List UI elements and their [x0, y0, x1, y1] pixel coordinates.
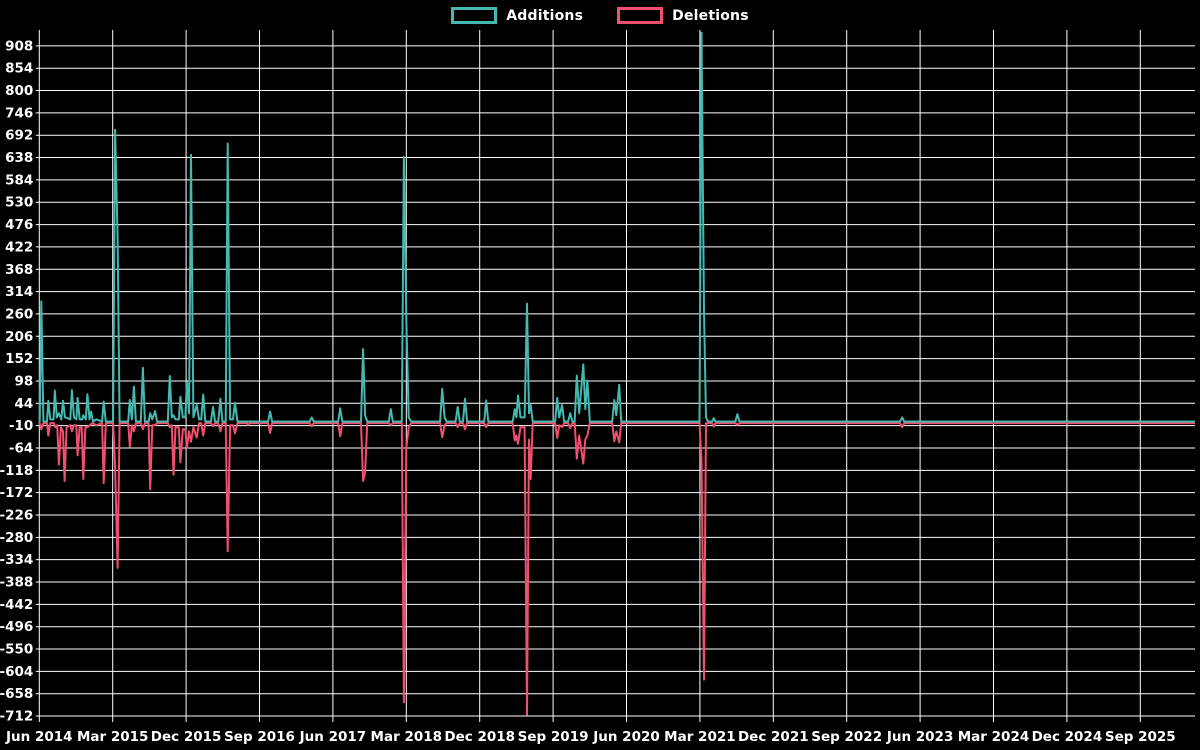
y-tick-label: -280	[0, 530, 33, 546]
x-tick-label: Jun 2017	[299, 729, 367, 745]
x-tick-label: Mar 2024	[958, 729, 1029, 745]
y-tick-label: -226	[0, 507, 33, 523]
y-tick-label: 530	[5, 195, 33, 211]
series-deletions-line	[38, 422, 1196, 716]
x-tick-label: Mar 2021	[664, 729, 735, 745]
legend-item-deletions: Deletions	[617, 7, 749, 24]
y-tick-label: -550	[0, 642, 33, 658]
y-tick-label: -658	[0, 686, 33, 702]
y-tick-label: -64	[9, 440, 33, 456]
x-tick-label: Sep 2025	[1105, 729, 1176, 745]
y-tick-label: 368	[5, 262, 33, 278]
legend-item-additions: Additions	[451, 7, 583, 24]
y-tick-label: 638	[5, 150, 33, 166]
x-tick-label: Jun 2014	[5, 729, 73, 745]
y-tick-label: 422	[5, 239, 33, 255]
y-tick-label: -442	[0, 597, 33, 613]
y-tick-label: -172	[0, 485, 33, 501]
y-tick-label: 44	[15, 396, 34, 412]
y-tick-label: -604	[0, 664, 33, 680]
x-tick-label: Sep 2022	[811, 729, 882, 745]
x-tick-label: Dec 2024	[1032, 729, 1103, 745]
y-tick-label: -712	[0, 709, 33, 725]
y-tick-label: -388	[0, 575, 33, 591]
y-tick-label: 260	[5, 306, 33, 322]
y-tick-label: 692	[5, 128, 33, 144]
y-tick-label: 746	[5, 105, 33, 121]
chart-legend: Additions Deletions	[0, 7, 1200, 24]
y-tick-label: 152	[5, 351, 33, 367]
x-tick-label: Dec 2015	[151, 729, 222, 745]
x-tick-label: Dec 2018	[444, 729, 515, 745]
x-tick-label: Jun 2020	[592, 729, 660, 745]
y-tick-label: -10	[9, 418, 33, 434]
x-tick-label: Mar 2018	[371, 729, 442, 745]
y-tick-label: 476	[5, 217, 33, 233]
y-tick-label: 800	[5, 83, 33, 99]
y-tick-label: 206	[5, 329, 33, 345]
y-tick-label: -334	[0, 552, 33, 568]
y-tick-label: -496	[0, 619, 33, 635]
y-tick-label: -118	[0, 463, 33, 479]
y-tick-label: 314	[5, 284, 33, 300]
legend-label-additions: Additions	[506, 7, 584, 24]
y-tick-label: 584	[5, 172, 33, 188]
x-tick-label: Mar 2015	[77, 729, 148, 745]
x-tick-label: Jun 2023	[886, 729, 954, 745]
series-additions-line	[38, 31, 1196, 423]
x-tick-label: Sep 2016	[224, 729, 295, 745]
deletions-swatch-icon	[617, 7, 664, 24]
legend-label-deletions: Deletions	[672, 7, 749, 24]
x-tick-label: Dec 2021	[738, 729, 809, 745]
y-tick-label: 854	[5, 61, 33, 77]
y-tick-label: 98	[15, 373, 34, 389]
additions-swatch-icon	[451, 7, 498, 24]
y-tick-label: 908	[5, 38, 33, 54]
x-tick-label: Sep 2019	[518, 729, 589, 745]
